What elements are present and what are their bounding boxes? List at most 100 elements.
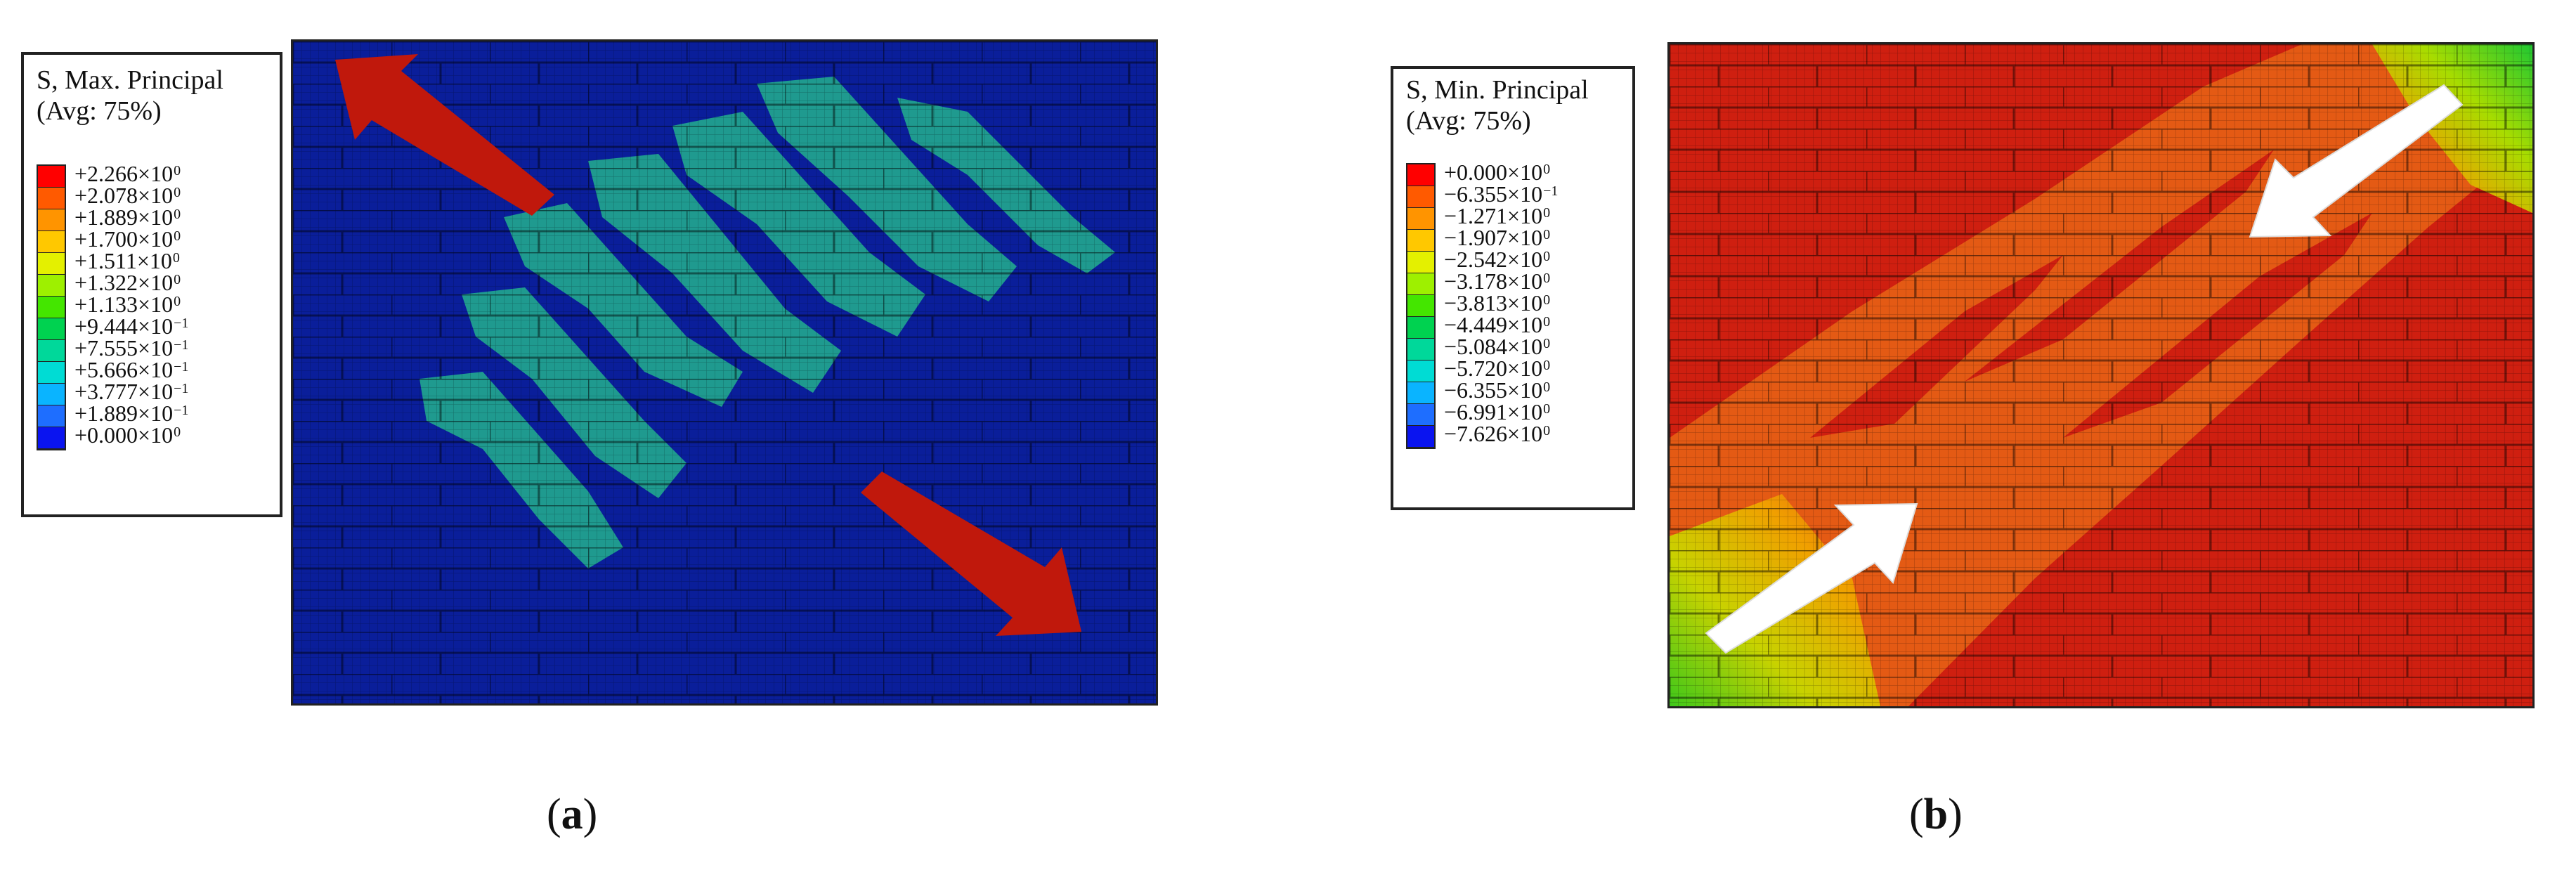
legend-value: −1.271×100 [1444, 203, 1558, 228]
legend-value: −7.626×100 [1444, 421, 1558, 446]
caption-open-paren: ( [1909, 791, 1924, 838]
legend-value-exponent: 0 [174, 272, 181, 287]
legend-value-mantissa: +1.511×10 [74, 248, 172, 273]
legend-value-mantissa: −1.271×10 [1444, 203, 1543, 228]
legend-value-mantissa: −4.449×10 [1444, 312, 1543, 337]
legend-value-mantissa: +7.555×10 [74, 335, 174, 360]
legend-swatch [1407, 164, 1434, 186]
legend-min-principal: S, Min. Principal (Avg: 75%) +0.000×100−… [1391, 66, 1635, 510]
legend-value-exponent: 0 [174, 424, 181, 440]
caption-letter: a [561, 791, 583, 838]
legend-swatch [38, 209, 65, 231]
legend-swatch [38, 340, 65, 362]
legend-value: −3.178×100 [1444, 270, 1558, 292]
legend-value-exponent: −1 [1543, 183, 1559, 199]
legend-value-mantissa: −6.355×10 [1444, 181, 1543, 207]
legend-value-labels: +2.266×100 +2.078×100 +1.889×100 +1.700×100… [74, 161, 189, 446]
legend-swatch [38, 166, 65, 188]
arrow-up-left [335, 54, 554, 216]
legend-value-mantissa: −5.084×10 [1444, 334, 1543, 359]
legend-value-exponent: −1 [174, 337, 189, 353]
panel-b: S, Min. Principal (Avg: 75%) +0.000×100−… [1288, 0, 2576, 877]
legend-swatch [38, 427, 65, 449]
legend-value-mantissa: +0.000×10 [1444, 160, 1543, 185]
tension-arrows [335, 54, 1081, 636]
legend-value-mantissa: +1.133×10 [74, 292, 174, 317]
legend-value-exponent: 0 [1543, 271, 1551, 286]
legend-value-mantissa: +9.444×10 [74, 313, 174, 339]
legend-value: +0.000×100 [1444, 160, 1558, 185]
legend-value-exponent: 0 [174, 294, 181, 309]
legend-swatch [38, 253, 65, 275]
legend-value-exponent: 0 [1543, 314, 1551, 330]
arrow-up-right [1705, 502, 1918, 654]
legend-value-exponent: −1 [174, 316, 189, 331]
legend-swatch [1407, 273, 1434, 295]
legend-value-exponent: 0 [174, 163, 181, 178]
legend-value-exponent: 0 [174, 228, 181, 244]
legend-value: +0.000×100 [74, 424, 188, 446]
legend-value-exponent: 0 [1543, 358, 1551, 373]
legend-value-mantissa: +5.666×10 [74, 357, 174, 382]
legend-value: +1.889×10−1 [74, 401, 189, 426]
legend-value-labels: +0.000×100 −6.355×10−1 −1.271×100 −1.907×10… [1444, 160, 1559, 446]
legend-value: −3.813×100 [1444, 292, 1558, 314]
legend-value-mantissa: −3.813×10 [1444, 290, 1543, 316]
legend-color-bar [1406, 163, 1436, 449]
legend-value-exponent: −1 [174, 359, 189, 375]
legend-swatch [1407, 208, 1434, 230]
legend-value-mantissa: +0.000×10 [74, 422, 174, 448]
legend-value-exponent: −1 [174, 403, 189, 418]
legend-value-exponent: 0 [174, 207, 181, 222]
contour-plot-max-principal [291, 39, 1158, 706]
legend-value-exponent: 0 [1543, 162, 1551, 177]
compression-arrows [1705, 84, 2464, 654]
legend-swatch [1407, 426, 1434, 448]
legend-swatch [38, 297, 65, 318]
legend-title-line1: S, Min. Principal [1406, 75, 1589, 105]
legend-value: +3.777×10−1 [74, 379, 189, 404]
legend-value-mantissa: +3.777×10 [74, 379, 174, 404]
legend-value-mantissa: +1.889×10 [74, 401, 174, 426]
legend-value-mantissa: −1.907×10 [1444, 225, 1543, 250]
arrow-down-right [861, 472, 1081, 636]
legend-value: +1.889×100 [74, 204, 188, 230]
legend-swatch [1407, 295, 1434, 317]
legend-value: +2.266×100 [74, 161, 188, 186]
legend-value-mantissa: +2.266×10 [74, 161, 174, 186]
legend-color-bar [37, 164, 66, 450]
legend-value-exponent: 0 [1543, 249, 1551, 264]
legend-value: +1.700×100 [74, 228, 188, 250]
legend-swatch [38, 384, 65, 405]
legend-value-exponent: 0 [1543, 379, 1551, 395]
legend-value: −6.991×100 [1444, 401, 1558, 423]
legend-swatch [1407, 339, 1434, 360]
legend-swatch [1407, 252, 1434, 273]
legend-value-mantissa: −5.720×10 [1444, 356, 1543, 381]
legend-value-mantissa: +1.700×10 [74, 226, 174, 252]
legend-value-mantissa: +2.078×10 [74, 183, 174, 208]
legend-title-line1: S, Max. Principal [37, 65, 223, 95]
caption-a: (a) [547, 790, 597, 840]
legend-value-mantissa: −7.626×10 [1444, 421, 1543, 446]
legend-value-mantissa: −6.991×10 [1444, 399, 1543, 424]
legend-swatch [1407, 404, 1434, 426]
legend-value-exponent: 0 [174, 185, 181, 200]
legend-swatch [38, 405, 65, 427]
legend-value: +1.322×100 [74, 271, 188, 294]
legend-value-exponent: 0 [1543, 423, 1551, 438]
caption-close-paren: ) [583, 791, 598, 838]
legend-value: +7.555×10−1 [74, 337, 188, 359]
legend-value: −5.720×100 [1444, 356, 1558, 381]
legend-value: −2.542×100 [1444, 248, 1558, 271]
legend-swatch [1407, 382, 1434, 404]
legend-value-mantissa: +1.889×10 [74, 204, 174, 230]
legend-swatch [1407, 230, 1434, 252]
legend-value-exponent: 0 [1543, 227, 1551, 242]
legend-value: −1.907×100 [1444, 225, 1558, 250]
legend-value-exponent: −1 [174, 381, 189, 396]
legend-value-mantissa: −6.355×10 [1444, 377, 1543, 403]
caption-open-paren: ( [547, 791, 561, 838]
legend-value: +5.666×10−1 [74, 357, 189, 382]
legend-value-exponent: 0 [1543, 292, 1551, 308]
